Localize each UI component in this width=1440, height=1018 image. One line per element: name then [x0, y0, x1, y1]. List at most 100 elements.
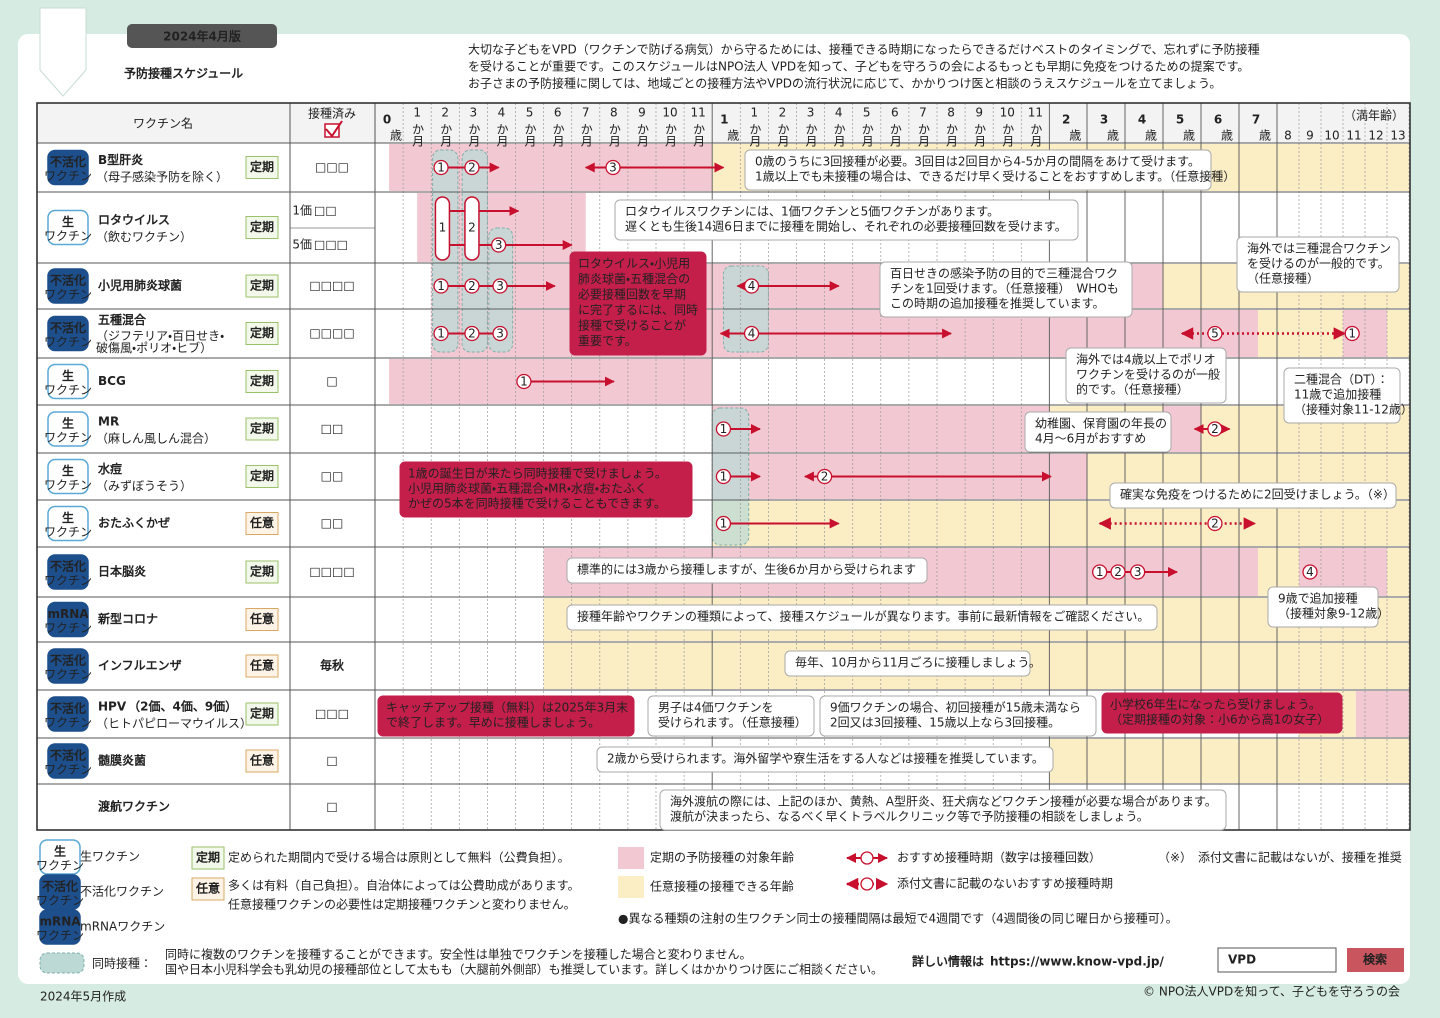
badge-bottom: ワクチン — [44, 574, 92, 588]
vaccine-badge — [47, 696, 89, 732]
note-line: チンを1回受けます。（任意接種） WHOも — [890, 281, 1119, 296]
age-label: 1 — [720, 113, 728, 127]
dose-number: 1 — [720, 517, 728, 531]
age-unit: か月 — [1001, 123, 1015, 148]
badge-bottom: ワクチン — [44, 668, 92, 682]
done-boxes: 毎秋 — [320, 658, 345, 673]
category-tag — [245, 216, 279, 239]
age-label: 3 — [1100, 113, 1108, 127]
badge-top: 生 — [54, 844, 66, 859]
category-label: 任意 — [249, 515, 274, 530]
edition: 2024年4月版 — [163, 29, 242, 44]
category-tag — [245, 465, 279, 488]
note-line: ワクチンを受けるのが一般 — [1076, 367, 1220, 382]
note-line: 確実な免疫をつけるために2回受けましょう。（※） — [1120, 487, 1395, 502]
vaccine-name: HPV — [98, 700, 127, 714]
category-label: 定期 — [249, 706, 274, 721]
legend-pink — [618, 847, 644, 869]
legend-text: 任意接種の接種できる年齢 — [650, 879, 794, 894]
dose-circle — [464, 278, 480, 294]
vaccine-name: ロタウイルス — [98, 213, 170, 227]
dose-number: 2 — [468, 279, 476, 293]
dose-pill — [464, 196, 480, 261]
age-unit: か月 — [439, 123, 453, 148]
note-line: 標準的には3歳から接種しますが、生後6か月から受けられます — [577, 562, 916, 577]
age-label: 1 — [751, 106, 759, 120]
age-label: 8 — [610, 106, 618, 120]
vaccine-name: 五種混合 — [98, 312, 147, 327]
age-unit: か月 — [692, 123, 706, 148]
note-box — [1109, 482, 1397, 509]
badge-top: 不活化 — [50, 320, 86, 335]
age-unit: か月 — [776, 123, 790, 148]
age-label: 2 — [441, 106, 449, 120]
dose-number: 3 — [495, 238, 503, 252]
badge-bottom: ワクチン — [36, 894, 84, 908]
vaccine-col-head: ワクチン名 — [133, 116, 193, 131]
dose-number: 1 — [437, 327, 445, 341]
age-label: 0 — [383, 113, 391, 127]
done-boxes: □□ — [314, 204, 337, 218]
note-box — [399, 461, 693, 518]
search-button[interactable] — [1347, 948, 1404, 972]
legend-text: おすすめ接種時期（数字は接種回数） — [897, 850, 1101, 865]
age-unit: か月 — [832, 123, 846, 148]
age-unit: か月 — [579, 123, 593, 148]
age-unit: 歳 — [1183, 129, 1195, 143]
note-line: 接種で受けることが — [578, 318, 686, 333]
badge-bottom: ワクチン — [36, 859, 84, 873]
subrow-label: 1価 — [292, 204, 312, 218]
dose-number: 1 — [720, 470, 728, 484]
note-line: 受けられます。（任意接種） — [658, 715, 807, 730]
legend-text: 定期の予防接種の対象年齢 — [650, 850, 794, 865]
category-label: 定期 — [249, 373, 274, 388]
table-header-bg — [37, 103, 1410, 143]
dose-number: 4 — [748, 327, 756, 341]
note-line: この時期の追加接種を推奨しています。 — [890, 296, 1104, 311]
search-text: VPD — [1228, 953, 1256, 967]
note-box — [377, 695, 635, 737]
done-boxes: □□□□ — [309, 326, 354, 340]
vaccine-badge — [47, 268, 89, 304]
note-box — [784, 650, 1031, 677]
category-label: 任意 — [195, 881, 220, 896]
legend-circle — [860, 877, 874, 891]
note-box — [1267, 586, 1379, 628]
search-box[interactable] — [1217, 947, 1337, 973]
note-line: 遅くとも生後14週6日までに接種を開始し、それぞれの必要接種回数を受けます。 — [625, 219, 1067, 234]
vaccine-name: 髄膜炎菌 — [98, 753, 146, 768]
note-line: 肺炎球菌・五種混合の — [578, 271, 690, 286]
category-label: 定期 — [249, 421, 274, 436]
badge-bottom: ワクチン — [44, 431, 92, 445]
age-label: 11 — [1028, 106, 1043, 120]
age-unit: か月 — [635, 123, 649, 148]
age-unit: か月 — [664, 123, 678, 148]
dose-circle — [516, 373, 532, 390]
badge-top: 不活化 — [50, 559, 86, 574]
note-box — [596, 746, 1054, 773]
vaccine-badge — [47, 411, 89, 447]
age-band — [1258, 310, 1343, 357]
footer-created: 2024年5月作成 — [40, 990, 126, 1004]
dose-number: 3 — [1134, 565, 1142, 579]
dose-number: 1 — [720, 422, 728, 436]
legend-text: 任意接種ワクチンの必要性は定期接種ワクチンと変わりません。 — [228, 897, 576, 912]
badge-top: 不活化 — [42, 879, 78, 894]
note-line: 必要接種回数を早期 — [578, 287, 686, 302]
category-tag — [245, 608, 279, 631]
vaccine-badge — [39, 909, 81, 945]
category-tag — [245, 156, 279, 179]
note-line: 幼稚園、保育園の年長の — [1035, 416, 1167, 431]
legend-text: 多くは有料（自己負担）。自治体によっては公費助成があります。 — [228, 878, 580, 893]
dose-number: 2 — [821, 470, 829, 484]
age-label: 3 — [470, 106, 478, 120]
dose-number: 1 — [1096, 565, 1104, 579]
dose-number: 2 — [1211, 422, 1219, 436]
badge-bottom: ワクチン — [44, 478, 92, 492]
note-box — [566, 557, 928, 584]
age-label: 2 — [1062, 113, 1070, 127]
note-box — [1065, 347, 1227, 404]
legend-text: 添付文書に記載はないが、接種を推奨 — [1198, 850, 1402, 865]
age-label: 13 — [1390, 129, 1405, 143]
